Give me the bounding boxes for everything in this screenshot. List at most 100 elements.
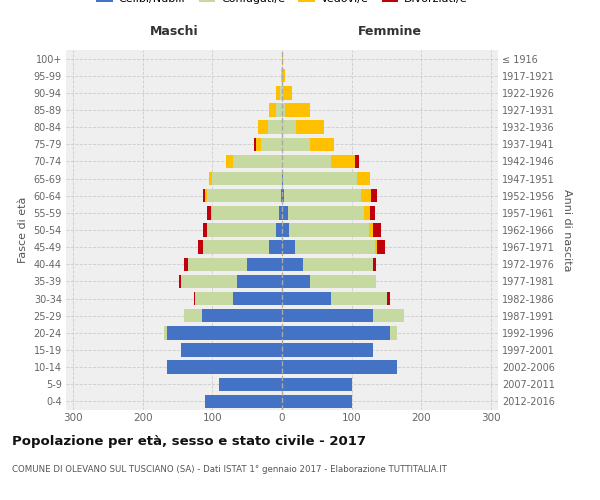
Bar xyxy=(282,224,289,236)
Bar xyxy=(205,394,282,408)
Text: COMUNE DI OLEVANO SUL TUSCIANO (SA) - Dati ISTAT 1° gennaio 2017 - Elaborazione : COMUNE DI OLEVANO SUL TUSCIANO (SA) - Da… xyxy=(12,465,447,474)
Bar xyxy=(233,292,282,306)
Bar xyxy=(282,86,283,100)
Bar xyxy=(282,189,284,202)
Bar xyxy=(269,104,277,117)
Bar xyxy=(184,309,202,322)
Bar xyxy=(282,104,286,117)
Bar xyxy=(195,292,233,306)
Bar xyxy=(282,360,397,374)
Bar xyxy=(282,394,352,408)
Bar xyxy=(269,240,282,254)
Bar xyxy=(194,292,195,306)
Bar xyxy=(212,206,278,220)
Bar xyxy=(283,86,292,100)
Bar xyxy=(282,258,303,271)
Bar xyxy=(282,240,295,254)
Bar xyxy=(277,86,280,100)
Bar xyxy=(286,104,310,117)
Bar xyxy=(208,189,281,202)
Bar xyxy=(282,344,373,356)
Bar xyxy=(386,292,390,306)
Bar xyxy=(373,258,376,271)
Bar xyxy=(277,224,282,236)
Legend: Celibi/Nubili, Coniugati/e, Vedovi/e, Divorziati/e: Celibi/Nubili, Coniugati/e, Vedovi/e, Di… xyxy=(92,0,472,8)
Bar xyxy=(197,240,203,254)
Bar xyxy=(331,292,386,306)
Bar xyxy=(282,154,331,168)
Bar xyxy=(282,309,373,322)
Bar xyxy=(296,120,324,134)
Bar xyxy=(390,326,397,340)
Bar xyxy=(373,224,381,236)
Bar xyxy=(281,189,282,202)
Bar xyxy=(277,104,282,117)
Bar xyxy=(361,189,371,202)
Bar xyxy=(282,206,287,220)
Bar xyxy=(261,138,282,151)
Bar xyxy=(209,172,212,186)
Bar xyxy=(355,154,359,168)
Bar xyxy=(184,258,188,271)
Bar xyxy=(257,120,268,134)
Bar xyxy=(179,274,181,288)
Bar xyxy=(205,189,208,202)
Bar xyxy=(280,86,282,100)
Bar xyxy=(219,378,282,391)
Bar xyxy=(207,224,277,236)
Bar xyxy=(310,138,334,151)
Text: Femmine: Femmine xyxy=(358,25,422,38)
Bar xyxy=(188,258,247,271)
Bar xyxy=(282,69,286,82)
Bar xyxy=(284,189,361,202)
Bar xyxy=(167,360,282,374)
Bar xyxy=(282,138,310,151)
Bar xyxy=(282,292,331,306)
Bar xyxy=(211,206,212,220)
Bar xyxy=(303,258,373,271)
Y-axis label: Fasce di età: Fasce di età xyxy=(18,197,28,263)
Bar xyxy=(282,378,352,391)
Bar xyxy=(287,206,364,220)
Bar xyxy=(181,344,282,356)
Text: Popolazione per età, sesso e stato civile - 2017: Popolazione per età, sesso e stato civil… xyxy=(12,435,366,448)
Bar xyxy=(310,274,376,288)
Bar xyxy=(282,274,310,288)
Bar xyxy=(237,274,282,288)
Bar xyxy=(268,120,282,134)
Bar xyxy=(212,172,282,186)
Bar xyxy=(364,206,370,220)
Bar xyxy=(369,224,373,236)
Bar xyxy=(167,326,282,340)
Y-axis label: Anni di nascita: Anni di nascita xyxy=(562,188,572,271)
Bar xyxy=(202,309,282,322)
Bar xyxy=(164,326,167,340)
Bar xyxy=(203,224,207,236)
Bar xyxy=(370,206,376,220)
Bar xyxy=(282,326,390,340)
Bar xyxy=(247,258,282,271)
Bar xyxy=(254,138,256,151)
Bar xyxy=(208,206,211,220)
Bar xyxy=(374,240,377,254)
Bar xyxy=(203,189,205,202)
Bar xyxy=(371,189,377,202)
Bar xyxy=(331,154,355,168)
Bar xyxy=(181,274,237,288)
Bar xyxy=(282,172,283,186)
Bar xyxy=(356,172,370,186)
Bar xyxy=(377,240,385,254)
Bar xyxy=(373,309,404,322)
Bar xyxy=(233,154,282,168)
Bar xyxy=(289,224,369,236)
Bar xyxy=(226,154,233,168)
Bar xyxy=(278,206,282,220)
Bar xyxy=(283,172,356,186)
Bar xyxy=(282,52,283,66)
Bar xyxy=(256,138,261,151)
Bar xyxy=(203,240,269,254)
Bar xyxy=(281,69,282,82)
Bar xyxy=(295,240,374,254)
Bar xyxy=(282,120,296,134)
Text: Maschi: Maschi xyxy=(149,25,199,38)
